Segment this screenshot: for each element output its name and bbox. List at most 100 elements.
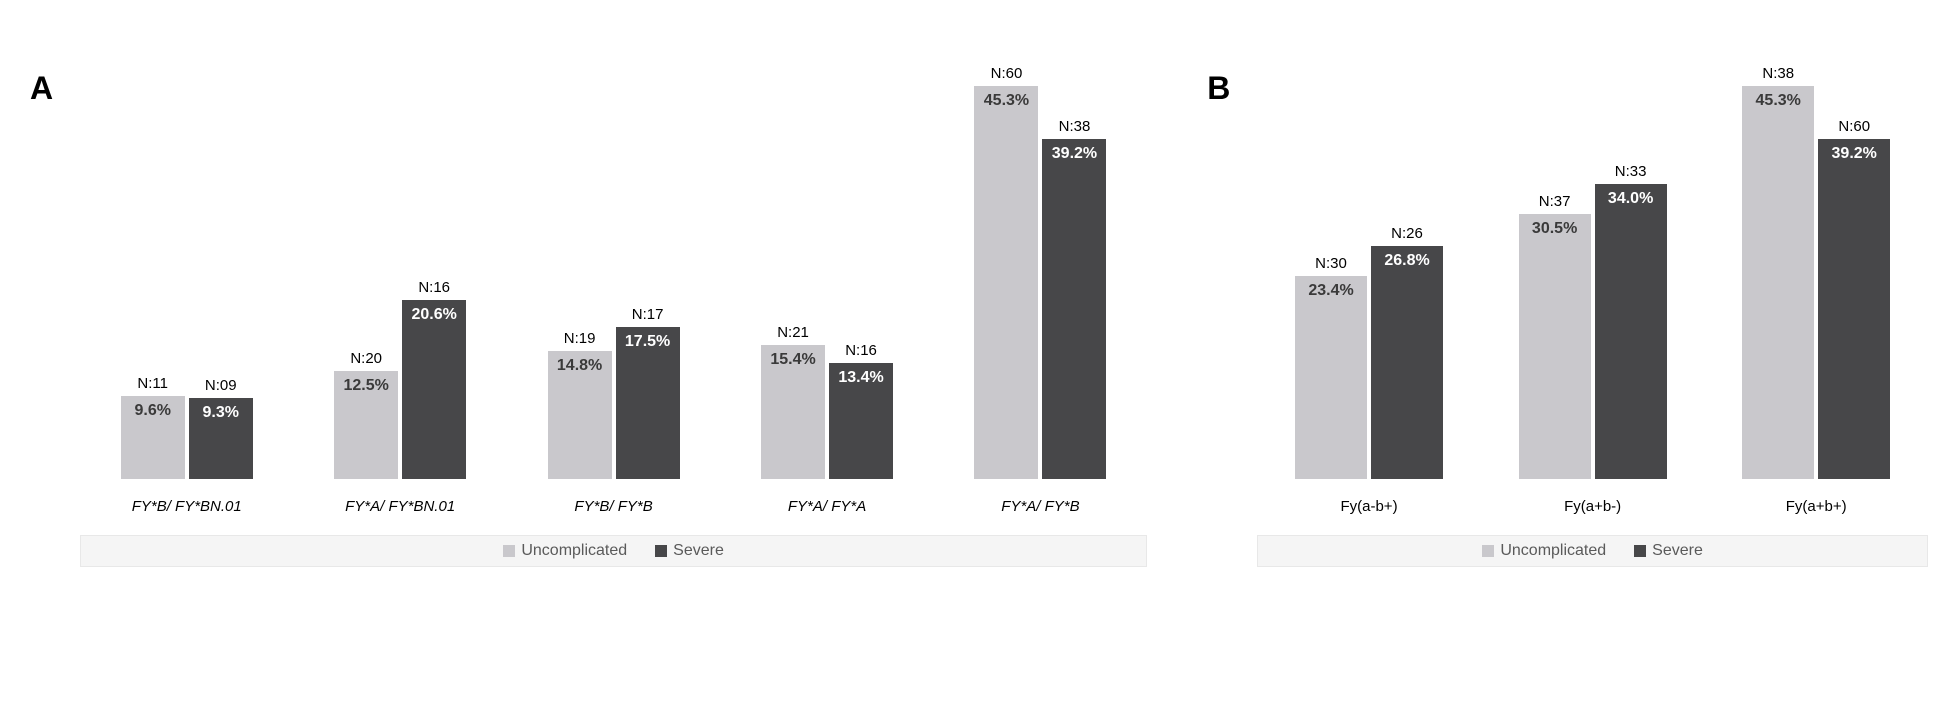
legend-uncomplicated-label: Uncomplicated [1500,542,1606,560]
pct-label: 15.4% [770,351,815,369]
pct-label: 45.3% [984,92,1029,110]
x-axis-label: FY*A/ FY*BN.01 [293,498,506,515]
bar-wrap-severe: N:16 20.6% [402,279,466,479]
pct-label: 39.2% [1832,145,1877,163]
pct-label: 45.3% [1756,92,1801,110]
bar-uncomp: 23.4% [1295,276,1367,479]
panel-a-bars: N:11 9.6% N:09 9.3% N:20 12.5% N:16 20.6% N:19 14… [80,20,1147,480]
legend-severe-label: Severe [673,542,724,560]
pct-label: 14.8% [557,357,602,375]
bar-severe: 20.6% [402,300,466,479]
legend-uncomplicated-label: Uncomplicated [521,542,627,560]
figure-container: A N:11 9.6% N:09 9.3% N:20 12.5% N:16 20.6% N:19… [30,20,1928,567]
x-axis-label: FY*B/ FY*B [507,498,720,515]
n-label: N:26 [1391,225,1423,242]
pct-label: 23.4% [1308,282,1353,300]
bar-wrap-uncomp: N:37 30.5% [1519,193,1591,479]
legend-severe: Severe [655,542,724,560]
bar-uncomp: 14.8% [548,351,612,479]
panel-b-label: B [1207,70,1237,107]
x-axis-label: FY*A/ FY*B [934,498,1147,515]
bar-wrap-severe: N:33 34.0% [1595,163,1667,479]
bar-wrap-severe: N:26 26.8% [1371,225,1443,479]
bar-group: N:3845.3%N:6039.2% [1704,65,1928,479]
panel-a-label: A [30,70,60,107]
bar-uncomp: 12.5% [334,371,398,479]
bar-uncomp: 45.3% [1742,86,1814,479]
n-label: N:37 [1539,193,1571,210]
panel-a-plot: N:11 9.6% N:09 9.3% N:20 12.5% N:16 20.6% N:19 14… [80,20,1147,567]
bar-severe: 13.4% [829,363,893,479]
n-label: N:09 [205,377,237,394]
panel-b-plot: N:30 23.4% N:26 26.8% N:37 30.5% N:33 34.0% N:38… [1257,20,1928,567]
n-label: N:17 [632,306,664,323]
swatch-severe-icon [1634,545,1646,557]
x-axis-label: FY*B/ FY*BN.01 [80,498,293,515]
bar-group: N:30 23.4% N:26 26.8% [1257,225,1481,479]
panel-a-xlabels: FY*B/ FY*BN.01FY*A/ FY*BN.01FY*B/ FY*BFY… [80,498,1147,515]
panel-b: B N:3023.4%N:2626.8%N:3730.5%N:3334.0%N:… [1207,20,1928,567]
bar-wrap-severe: N:17 17.5% [616,306,680,479]
x-axis-label: Fy(a+b+) [1704,498,1928,515]
x-axis-label: FY*A/ FY*A [720,498,933,515]
bar-wrap-severe: N:38 39.2% [1042,118,1106,479]
panel-b-xlabels: Fy(a-b+)Fy(a+b-)Fy(a+b+) [1257,498,1928,515]
n-label: N:38 [1762,65,1794,82]
bar-severe: 17.5% [616,327,680,479]
bar-group: N:11 9.6% N:09 9.3% [80,375,293,479]
n-label: N:19 [564,330,596,347]
bar-wrap-uncomp: N:11 9.6% [121,375,185,479]
bar-group: N:60 45.3% N:38 39.2% [934,65,1147,479]
x-axis-label: Fy(a-b+) [1257,498,1481,515]
bar-wrap-severe: N:09 9.3% [189,377,253,479]
n-label: N:60 [991,65,1023,82]
legend-uncomplicated: Uncomplicated [503,542,627,560]
legend-severe: Severe [1634,542,1703,560]
n-label: N:38 [1059,118,1091,135]
bar-group: N:20 12.5% N:16 20.6% [293,279,506,479]
bar-uncomp: 15.4% [761,345,825,479]
bar-wrap-uncomp: N:20 12.5% [334,350,398,479]
panel-b-bars: N:30 23.4% N:26 26.8% N:37 30.5% N:33 34.0% N:38… [1257,20,1928,480]
n-label: N:16 [845,342,877,359]
swatch-uncomplicated-icon [1482,545,1494,557]
n-label: N:30 [1315,255,1347,272]
bar-group: N:19 14.8% N:17 17.5% [507,306,720,479]
bar-uncomp: 30.5% [1519,214,1591,479]
pct-label: 20.6% [411,306,456,324]
bar-severe: 26.8% [1371,246,1443,479]
n-label: N:21 [777,324,809,341]
legend-severe-label: Severe [1652,542,1703,560]
pct-label: 13.4% [838,369,883,387]
n-label: N:20 [350,350,382,367]
bar-uncomp: 9.6% [121,396,185,479]
n-label: N:16 [418,279,450,296]
bar-severe: 9.3% [189,398,253,479]
n-label: N:33 [1615,163,1647,180]
bar-group: N:21 15.4% N:16 13.4% [720,324,933,479]
bar-severe: 34.0% [1595,184,1667,479]
pct-label: 26.8% [1384,252,1429,270]
swatch-uncomplicated-icon [503,545,515,557]
panel-b-legend: Uncomplicated Severe [1257,535,1928,567]
bar-wrap-uncomp: N:60 45.3% [974,65,1038,479]
legend-uncomplicated: Uncomplicated [1482,542,1606,560]
pct-label: 9.3% [202,404,238,422]
bar-wrap-uncomp: N:19 14.8% [548,330,612,479]
bar-uncomp: 45.3% [974,86,1038,479]
x-axis-label: Fy(a+b-) [1481,498,1705,515]
pct-label: 17.5% [625,333,670,351]
panel-a-legend: Uncomplicated Severe [80,535,1147,567]
bar-wrap-uncomp: N:30 23.4% [1295,255,1367,479]
panel-a: A N:11 9.6% N:09 9.3% N:20 12.5% N:16 20.6% N:19… [30,20,1147,567]
bar-group: N:37 30.5% N:33 34.0% [1481,163,1705,479]
bar-severe: 39.2% [1042,139,1106,479]
pct-label: 9.6% [134,402,170,420]
pct-label: 12.5% [343,377,388,395]
n-label: N:11 [137,375,168,392]
bar-severe: 39.2% [1818,139,1890,479]
pct-label: 34.0% [1608,190,1653,208]
bar-wrap-uncomp: N:38 45.3% [1742,65,1814,479]
swatch-severe-icon [655,545,667,557]
bar-wrap-uncomp: N:21 15.4% [761,324,825,479]
